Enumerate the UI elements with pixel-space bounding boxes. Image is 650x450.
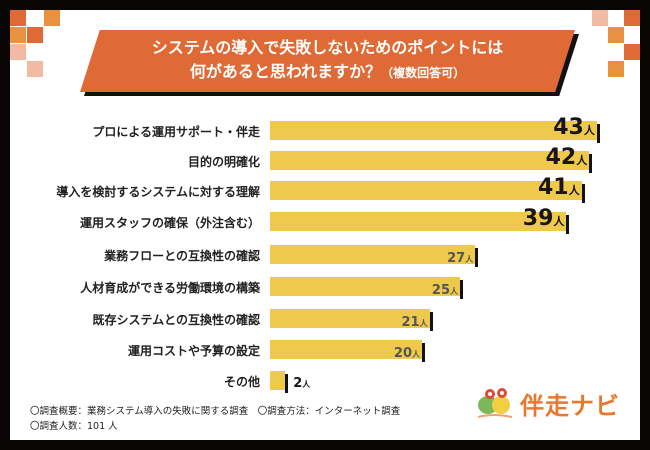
bar-shadow (596, 124, 600, 143)
bar-shadow (285, 374, 289, 393)
decorative-square (624, 44, 640, 60)
category-label: 導入を検討するシステムに対する理解 (56, 185, 260, 199)
decorative-square (592, 10, 608, 26)
decorative-square (10, 44, 26, 60)
bar (270, 371, 286, 390)
survey-note-1: 〇調査概要：業務システム導入の失敗に関する調査 〇調査方法：インターネット調査 (30, 406, 401, 417)
value-label: 25人 (431, 283, 458, 298)
value-label: 20人 (393, 346, 420, 361)
decorative-square (608, 61, 624, 77)
title-banner: システムの導入で失敗しないためのポイントには 何があると思われますか？（複数回答… (80, 30, 579, 96)
decorative-square (27, 61, 43, 77)
mascot-icon (477, 388, 513, 418)
value-label: 43人 (553, 115, 595, 140)
bar (270, 309, 430, 328)
decorative-square (10, 10, 26, 26)
category-label: 業務フローとの互換性の確認 (104, 249, 260, 263)
bar-shadow (422, 343, 425, 362)
category-label: 運用スタッフの確保（外注含む） (79, 216, 260, 230)
value-label: 27人 (447, 251, 474, 266)
bar (270, 245, 476, 264)
bar (270, 340, 422, 359)
decorative-square (27, 27, 43, 43)
bar (270, 181, 582, 200)
value-label: 21人 (401, 315, 428, 330)
logo: 伴走ナビ (474, 385, 620, 421)
bar-shadow (475, 248, 479, 267)
title-line-1: システムの導入で失敗しないためのポイントには (151, 38, 504, 57)
category-label: 運用コストや予算の設定 (127, 344, 260, 358)
bar (270, 151, 590, 170)
decorative-square (608, 27, 624, 43)
bar-shadow (589, 154, 593, 173)
category-label: 目的の明確化 (187, 155, 260, 169)
title-note: （複数回答可） (381, 66, 466, 80)
value-label: 39人 (522, 206, 565, 231)
value-label: 42人 (545, 145, 588, 170)
bar (270, 121, 597, 140)
title-line-2: 何があると思われますか？ (189, 62, 382, 81)
logo-name: 伴走ナビ (520, 391, 620, 420)
decorative-square (10, 27, 26, 43)
value-label: 2人 (293, 376, 311, 391)
category-label: その他 (223, 375, 260, 389)
bar-shadow (581, 184, 585, 203)
category-label: 人材育成ができる労働環境の構築 (80, 281, 260, 295)
survey-note-2: 〇調査人数：101 人 (30, 421, 118, 432)
bar (270, 212, 567, 231)
decorative-square (624, 10, 640, 26)
value-label: 41人 (537, 175, 580, 200)
decorative-square (44, 10, 60, 26)
bar-shadow (566, 215, 570, 234)
bar-shadow (429, 312, 433, 331)
category-label: 既存システムとの互換性の確認 (92, 313, 260, 327)
category-label: プロによる運用サポート・伴走 (92, 125, 260, 139)
bar (270, 277, 460, 296)
bar-shadow (460, 280, 463, 299)
